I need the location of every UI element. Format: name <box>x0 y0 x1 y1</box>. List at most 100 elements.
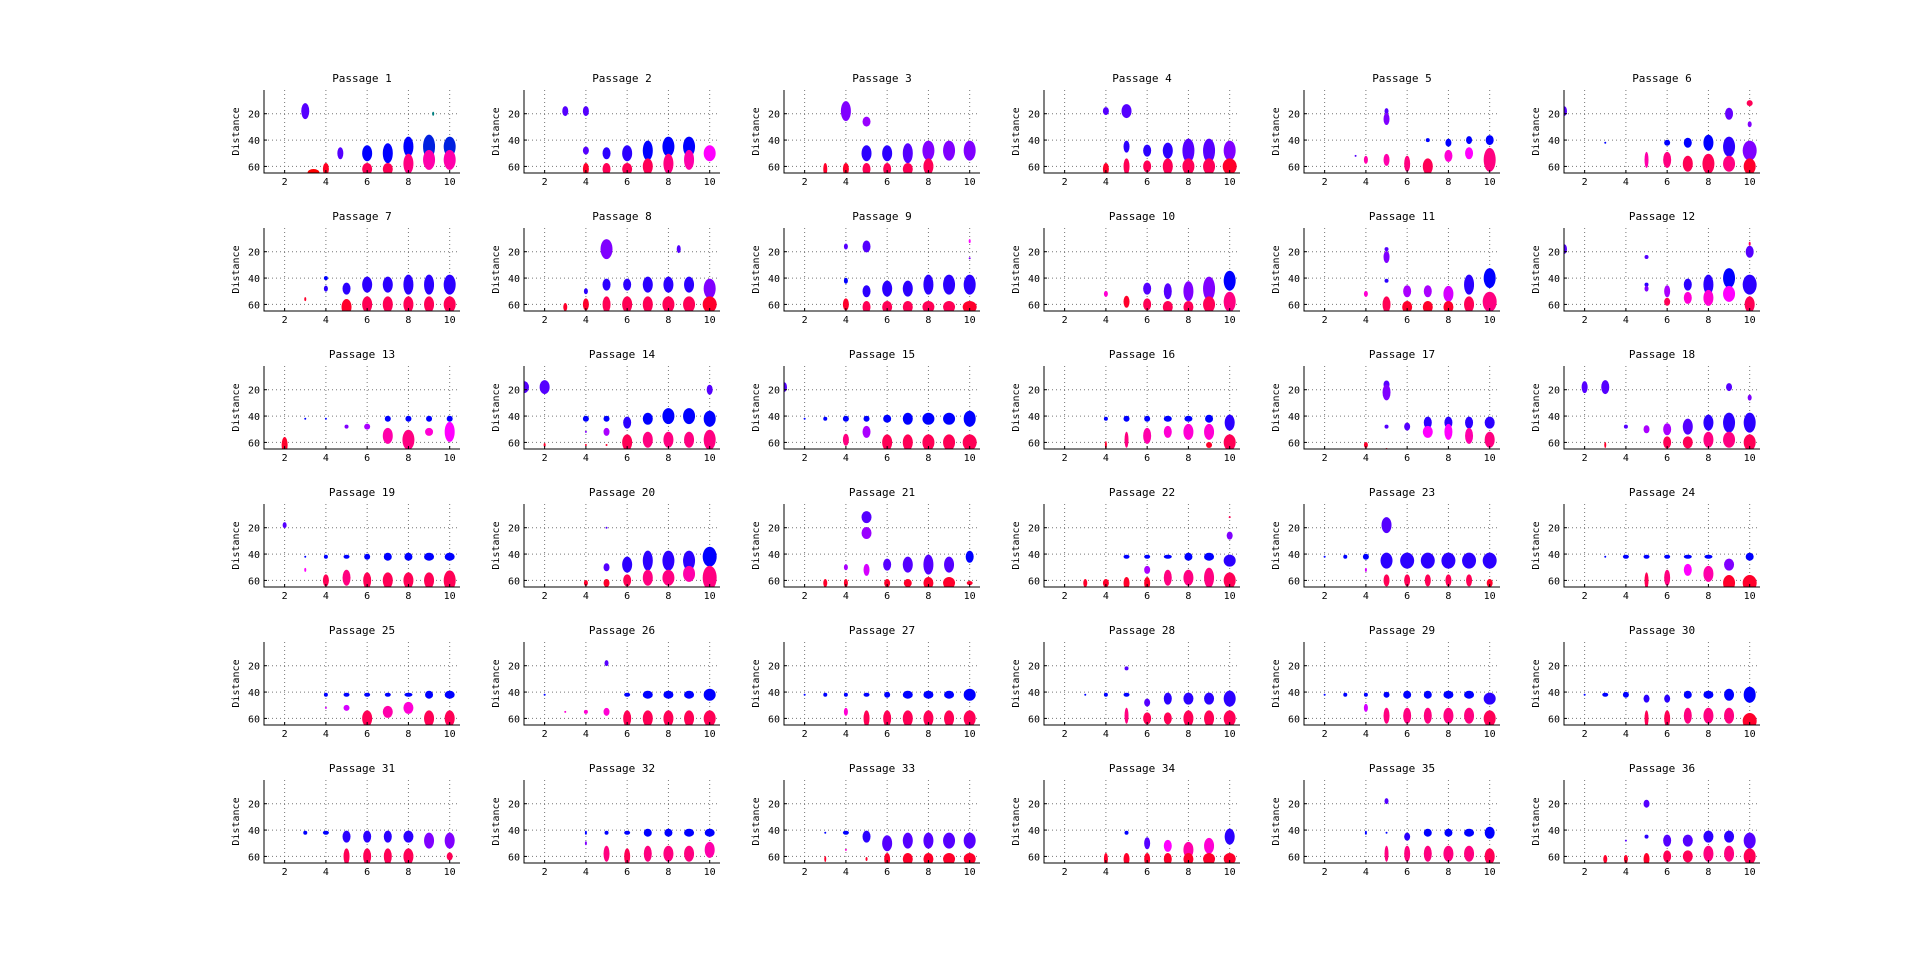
x-tick-label: 8 <box>1185 729 1191 740</box>
data-point <box>1422 301 1433 311</box>
x-tick-label: 2 <box>542 729 548 740</box>
x-tick-label: 4 <box>323 453 329 464</box>
data-point <box>1604 141 1607 144</box>
data-point <box>1420 552 1435 569</box>
subplot-title: Passage 3 <box>852 72 912 85</box>
data-point <box>1726 383 1733 392</box>
data-point <box>1203 296 1216 311</box>
data-point <box>923 710 934 725</box>
data-point <box>1723 268 1736 289</box>
data-point <box>884 853 891 863</box>
data-point <box>323 692 328 697</box>
data-point <box>861 145 872 162</box>
x-tick-label: 2 <box>802 729 808 740</box>
y-tick-label: 20 <box>1028 248 1040 259</box>
data-point <box>843 564 848 571</box>
data-point <box>703 429 716 449</box>
data-point <box>1143 427 1152 444</box>
data-point <box>922 412 935 425</box>
data-point <box>1183 692 1194 705</box>
y-tick-label: 20 <box>768 110 780 121</box>
data-point <box>1466 574 1473 587</box>
subplot: Passage 35 2 4 6 8 10 20 40 60 Distance <box>1271 762 1500 878</box>
y-tick-label: 60 <box>1548 852 1560 863</box>
data-point <box>1383 153 1390 166</box>
x-tick-label: 6 <box>1404 591 1410 602</box>
x-tick-label: 10 <box>1744 315 1756 326</box>
data-point <box>703 410 716 427</box>
y-tick-label: 20 <box>1288 386 1300 397</box>
data-point <box>842 415 849 422</box>
data-point <box>861 511 872 524</box>
data-point <box>1444 149 1453 162</box>
data-point <box>1183 281 1194 302</box>
data-point <box>662 569 675 586</box>
data-point <box>882 145 893 162</box>
y-tick-label: 20 <box>1028 524 1040 535</box>
data-point <box>382 296 393 311</box>
data-point <box>943 853 956 863</box>
x-tick-label: 6 <box>624 315 630 326</box>
data-point <box>704 828 715 837</box>
x-tick-label: 4 <box>1103 867 1109 878</box>
data-point <box>1703 414 1714 431</box>
data-point <box>1742 140 1757 161</box>
y-tick-label: 40 <box>1028 826 1040 837</box>
y-axis-label: Distance <box>1531 521 1542 569</box>
data-point <box>843 707 848 716</box>
y-axis-label: Distance <box>751 383 762 431</box>
x-tick-label: 10 <box>964 591 976 602</box>
x-tick-label: 6 <box>364 177 370 188</box>
data-point <box>1383 250 1390 263</box>
data-point <box>1124 707 1129 724</box>
data-point <box>1581 381 1588 394</box>
data-point <box>1723 575 1736 587</box>
y-tick-label: 60 <box>1548 438 1560 449</box>
data-point <box>624 692 631 697</box>
data-point <box>1384 845 1389 862</box>
data-point <box>1223 140 1236 161</box>
data-point <box>622 434 633 449</box>
data-point <box>1204 552 1215 561</box>
axis-frame <box>1563 780 1760 864</box>
y-axis-label: Distance <box>491 659 502 707</box>
data-point <box>902 280 913 297</box>
data-point <box>323 276 328 281</box>
data-point <box>363 830 372 843</box>
y-tick-label: 60 <box>1548 576 1560 587</box>
subplot-title: Passage 2 <box>592 72 652 85</box>
y-tick-label: 60 <box>1288 162 1300 173</box>
y-tick-label: 40 <box>1288 274 1300 285</box>
x-tick-label: 2 <box>1322 729 1328 740</box>
x-tick-label: 8 <box>665 315 671 326</box>
data-point <box>1643 425 1650 434</box>
data-point <box>446 415 453 422</box>
data-point <box>1343 692 1348 697</box>
subplot-title: Passage 15 <box>849 348 915 361</box>
y-tick-label: 60 <box>1548 714 1560 725</box>
data-point <box>1103 290 1108 297</box>
x-tick-label: 10 <box>704 729 716 740</box>
x-tick-label: 8 <box>1705 729 1711 740</box>
data-point <box>1223 690 1236 707</box>
data-point <box>1484 848 1495 863</box>
data-point <box>1644 282 1649 287</box>
x-tick-label: 4 <box>1103 591 1109 602</box>
subplot: Passage 18 2 4 6 8 10 20 40 60 Distance <box>1531 348 1760 464</box>
data-point <box>1384 424 1389 429</box>
data-point <box>1742 575 1757 587</box>
data-point <box>602 296 611 311</box>
data-point <box>341 299 352 311</box>
data-point <box>603 427 610 436</box>
data-point <box>402 429 415 449</box>
data-point <box>602 278 611 291</box>
data-point <box>1123 158 1130 173</box>
data-point <box>301 103 310 120</box>
data-point <box>362 276 373 293</box>
y-tick-label: 40 <box>1288 550 1300 561</box>
data-point <box>622 145 633 162</box>
data-point <box>322 163 329 173</box>
data-point <box>1163 415 1172 422</box>
y-tick-label: 40 <box>508 826 520 837</box>
x-tick-label: 4 <box>843 729 849 740</box>
